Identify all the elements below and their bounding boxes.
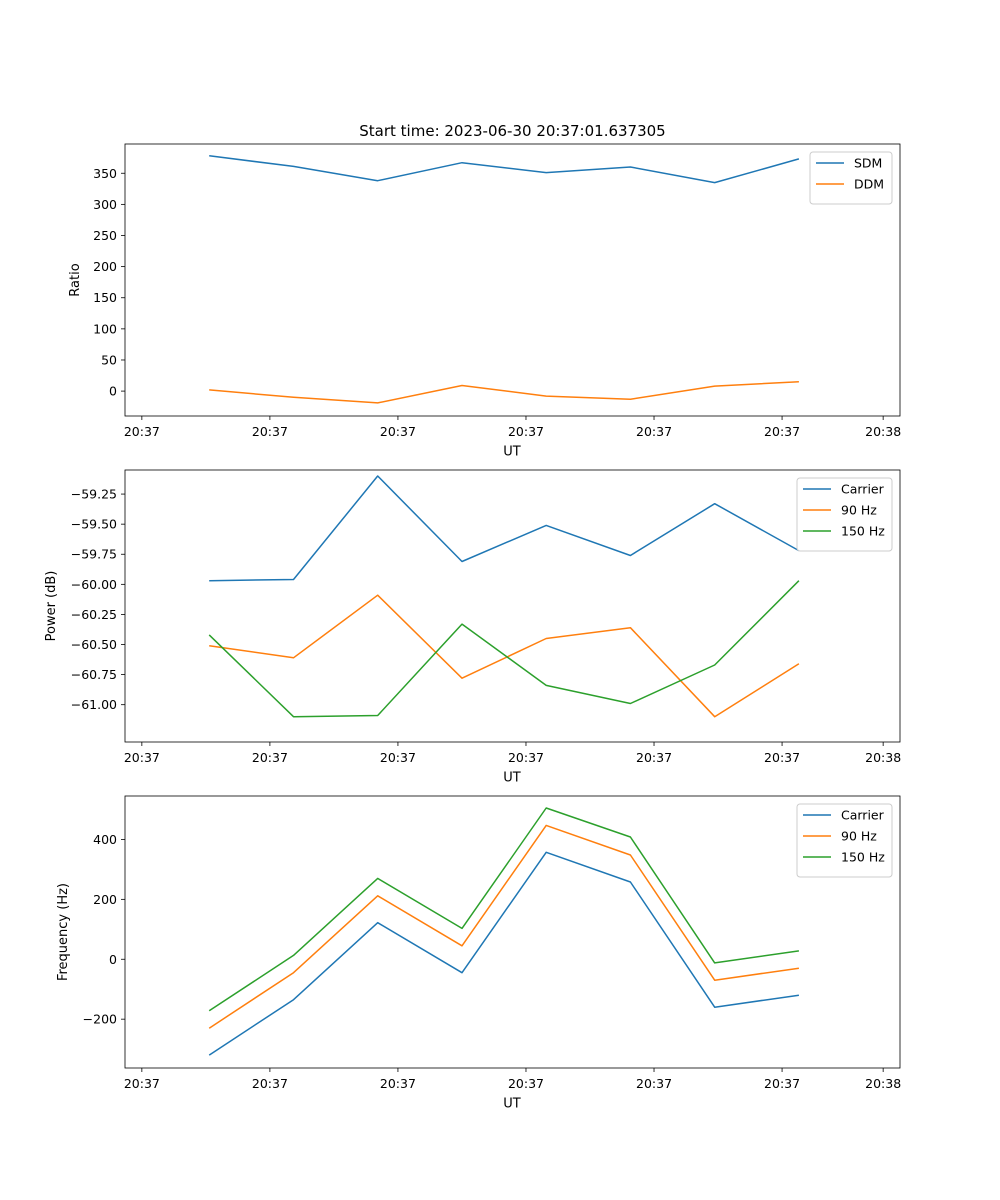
y-tick-label: −60.50 <box>71 637 117 652</box>
legend: Carrier 90 Hz 150 Hz <box>796 477 893 552</box>
y-tick-label: −60.75 <box>71 667 117 682</box>
legend: Carrier 90 Hz 150 Hz <box>796 803 893 878</box>
legend-label: DDM <box>854 177 884 192</box>
x-tick-label: 20:37 <box>764 1076 800 1091</box>
x-tick-label: 20:37 <box>636 424 672 439</box>
y-tick-label: 0 <box>109 384 117 399</box>
x-tick-label: 20:37 <box>124 424 160 439</box>
series-line-carrier <box>208 851 800 1056</box>
series-line-90-hz <box>208 824 800 1029</box>
x-tick-label: 20:37 <box>252 1076 288 1091</box>
axes-frame <box>124 795 901 1069</box>
frequency-panel: 20:37 20:37 20:37 20:37 20:37 20:37 20:38 −200 0… <box>56 795 901 1112</box>
y-tick-label: −59.75 <box>71 547 117 562</box>
axes-frame <box>124 143 901 417</box>
x-tick-label: 20:37 <box>636 1076 672 1091</box>
x-tick-label: 20:37 <box>380 1076 416 1091</box>
legend-box <box>796 803 893 878</box>
series-line-90-hz <box>209 594 800 718</box>
legend-label: 90 Hz <box>841 829 877 844</box>
y-tick-label: −59.25 <box>71 487 117 502</box>
legend-label: Carrier <box>841 808 885 823</box>
x-tick-label: 20:37 <box>764 424 800 439</box>
x-tick-label: 20:38 <box>865 424 901 439</box>
x-tick-label: 20:37 <box>636 750 672 765</box>
x-tick-label: 20:38 <box>865 750 901 765</box>
series-line-carrier <box>209 475 800 582</box>
axes-frame <box>124 469 901 743</box>
x-axis-label: UT <box>503 771 521 786</box>
legend-label: SDM <box>854 156 882 171</box>
series-line-150-hz <box>208 580 800 718</box>
x-tick-label: 20:37 <box>380 750 416 765</box>
x-tick-label: 20:38 <box>865 1076 901 1091</box>
figure-title: Start time: 2023-06-30 20:37:01.637305 <box>359 122 665 140</box>
ratio-panel: 20:37 20:37 20:37 20:37 20:37 20:37 20:38 0 50 10… <box>68 143 901 460</box>
y-axis-label: Ratio <box>68 263 83 296</box>
series-line-ddm <box>209 381 799 404</box>
y-tick-label: 250 <box>93 228 117 243</box>
legend-label: 150 Hz <box>841 524 885 539</box>
y-tick-label: −60.00 <box>71 577 117 592</box>
x-tick-label: 20:37 <box>764 750 800 765</box>
y-tick-label: 100 <box>93 321 117 336</box>
series-line-sdm <box>209 155 800 184</box>
x-tick-label: 20:37 <box>124 1076 160 1091</box>
x-tick-label: 20:37 <box>508 424 544 439</box>
x-axis-label: UT <box>503 445 521 460</box>
y-tick-label: 350 <box>93 166 117 181</box>
y-tick-label: 50 <box>101 352 117 367</box>
legend: SDM DDM <box>809 151 893 205</box>
x-tick-label: 20:37 <box>124 750 160 765</box>
x-tick-label: 20:37 <box>508 750 544 765</box>
y-tick-label: 0 <box>109 952 117 967</box>
y-tick-label: 200 <box>93 259 117 274</box>
y-tick-label: 150 <box>93 290 117 305</box>
legend-box <box>796 477 893 552</box>
x-tick-label: 20:37 <box>252 750 288 765</box>
series-line-150-hz <box>208 807 800 1012</box>
x-tick-label: 20:37 <box>380 424 416 439</box>
y-tick-label: −60.25 <box>71 607 117 622</box>
y-tick-label: −59.50 <box>71 517 117 532</box>
x-tick-label: 20:37 <box>252 424 288 439</box>
y-tick-label: 400 <box>93 832 117 847</box>
y-tick-label: −61.00 <box>71 697 117 712</box>
y-tick-label: 300 <box>93 197 117 212</box>
legend-label: 90 Hz <box>841 503 877 518</box>
y-axis-label: Frequency (Hz) <box>56 883 71 981</box>
x-axis-label: UT <box>503 1097 521 1112</box>
power-panel: 20:37 20:37 20:37 20:37 20:37 20:37 20:38 −61.0… <box>44 469 901 786</box>
y-tick-label: 200 <box>93 892 117 907</box>
legend-label: 150 Hz <box>841 850 885 865</box>
legend-box <box>809 151 893 205</box>
y-axis-label: Power (dB) <box>44 571 59 642</box>
y-tick-label: −200 <box>83 1012 117 1027</box>
legend-label: Carrier <box>841 482 885 497</box>
x-tick-label: 20:37 <box>508 1076 544 1091</box>
